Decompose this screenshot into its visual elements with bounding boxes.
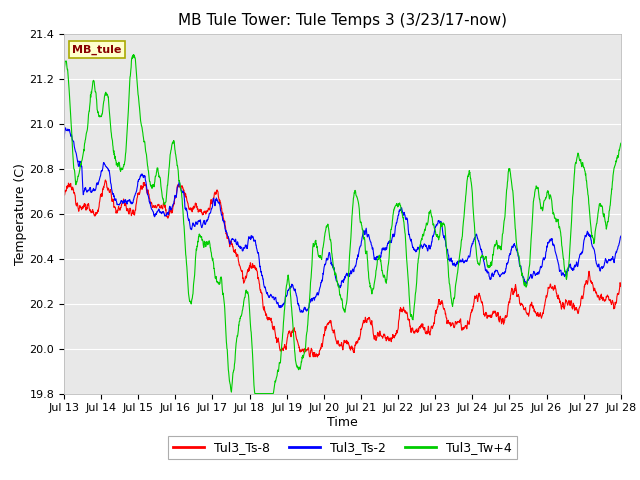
Y-axis label: Temperature (C): Temperature (C) [13, 163, 27, 264]
Title: MB Tule Tower: Tule Temps 3 (3/23/17-now): MB Tule Tower: Tule Temps 3 (3/23/17-now… [178, 13, 507, 28]
Legend: Tul3_Ts-8, Tul3_Ts-2, Tul3_Tw+4: Tul3_Ts-8, Tul3_Ts-2, Tul3_Tw+4 [168, 436, 517, 459]
X-axis label: Time: Time [327, 416, 358, 429]
Text: MB_tule: MB_tule [72, 44, 122, 55]
